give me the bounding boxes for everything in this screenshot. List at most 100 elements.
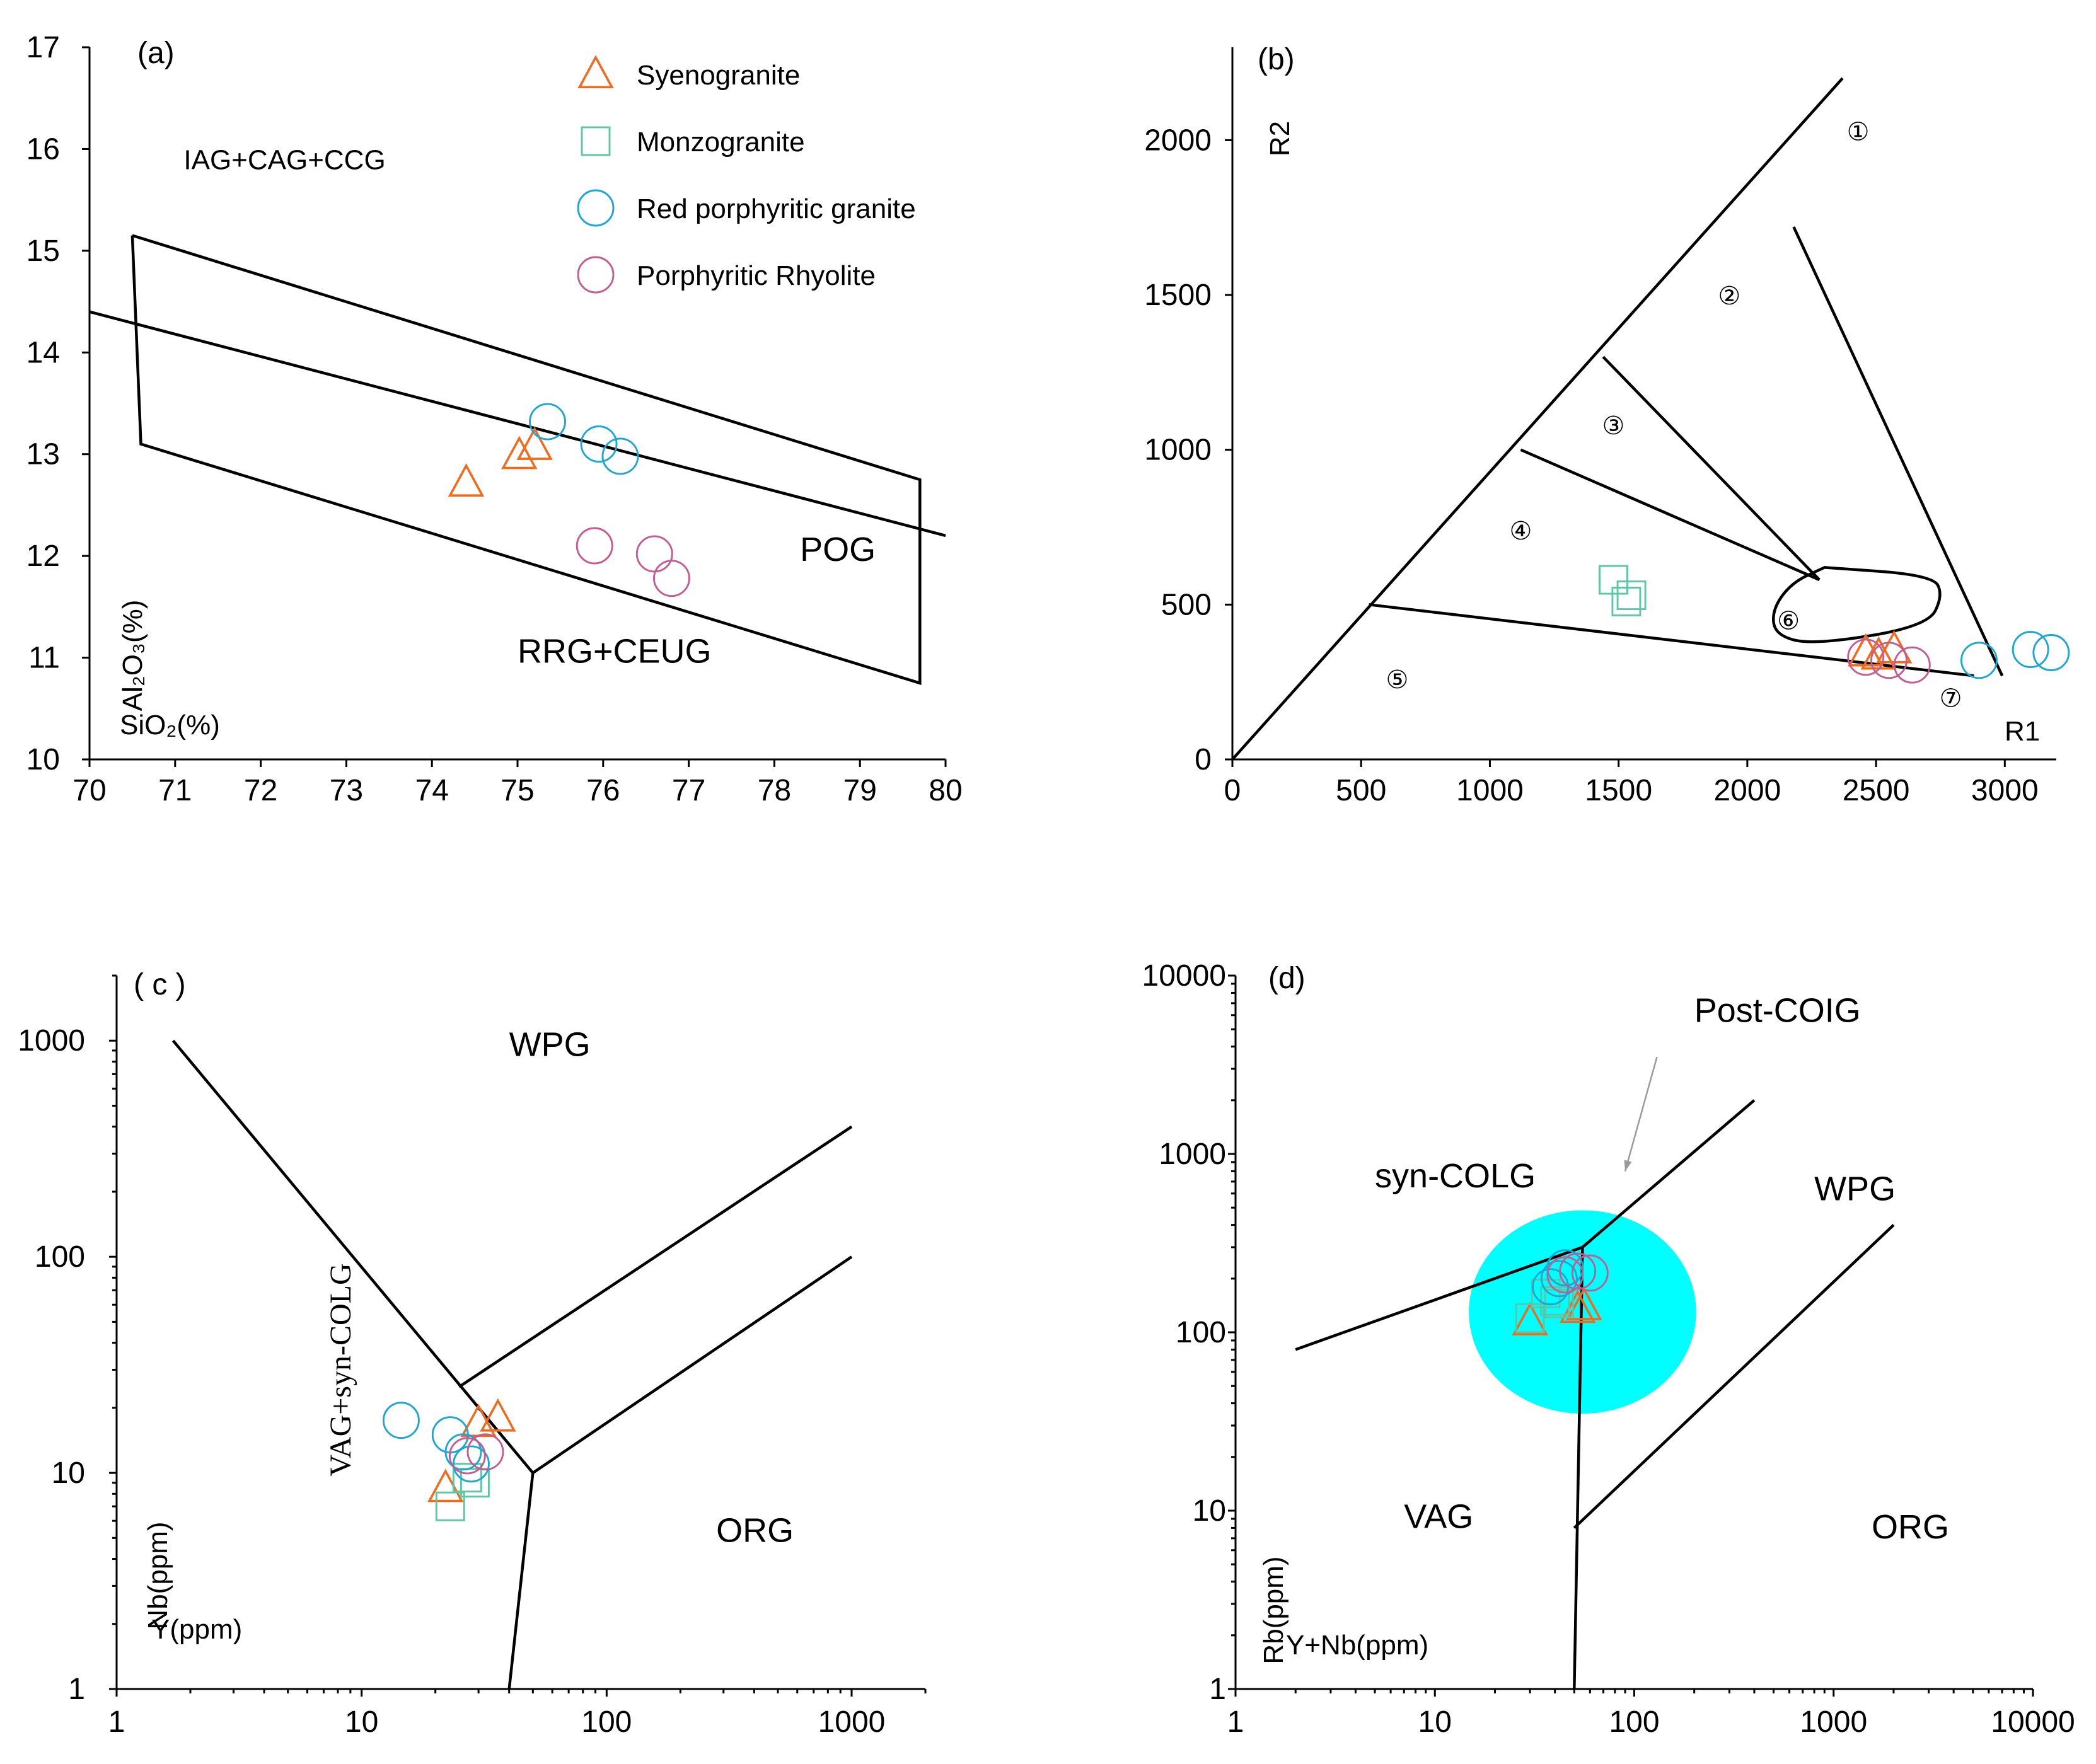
field-boundary	[507, 1472, 535, 1690]
monzogranite-marker	[1599, 565, 1628, 595]
red_porphyritic-marker	[1960, 642, 1998, 679]
y-tick-label: 10	[26, 743, 60, 776]
panel-b: 0 500 1000 1500 2000 2500 3000 0 500 1000 1500 2000…	[1144, 43, 2070, 807]
x-tick-label: 76	[586, 774, 620, 807]
y-tick-label: 100	[1176, 1316, 1226, 1349]
panel-d: 1 10 100 1000 10000 1 10 100 1000 10000 (d) Y+Nb(pp…	[1142, 959, 2075, 1739]
field-boundary	[532, 1255, 853, 1474]
x-tick-label: 1000	[1800, 1705, 1867, 1739]
field-label: ④	[1510, 517, 1532, 545]
field-label: RRG+CEUG	[518, 633, 712, 671]
legend-syenogranite-label: Syenogranite	[637, 60, 800, 91]
field-boundary	[89, 310, 946, 538]
x-tick-label: 2500	[1843, 774, 1910, 807]
field-label: syn-COLG	[1375, 1157, 1536, 1195]
field-boundary	[458, 1125, 853, 1388]
monzogranite-marker	[1616, 580, 1647, 611]
x-tick-label: 78	[758, 774, 791, 807]
x-tick-label: 2000	[1713, 774, 1781, 807]
field-label: VAG	[1404, 1497, 1473, 1535]
field-label: ②	[1718, 282, 1740, 310]
x-tick-label: 1500	[1585, 774, 1652, 807]
field-boundary	[1520, 448, 1821, 582]
legend-monzogranite-marker	[581, 126, 611, 156]
legend-syenogranite-marker	[577, 55, 614, 89]
porphyritic_rhyolite-marker	[466, 1433, 504, 1471]
field-label: WPG	[509, 1025, 591, 1063]
red_porphyritic-marker	[382, 1402, 420, 1439]
field-boundary	[171, 1039, 535, 1474]
red_porphyritic-marker	[601, 437, 639, 475]
syenogranite-marker	[480, 1398, 516, 1432]
panel-c: 1 10 100 1000 1 10 100 1000 ( c ) Y(ppm)Nb(ppm) WP…	[18, 968, 927, 1739]
y-tick-label: 1000	[18, 1024, 85, 1058]
y-axis-title: Al₂O₃(%)	[117, 600, 148, 712]
syenogranite-marker	[516, 427, 553, 460]
legend-porphyritic_rhyolite-label: Porphyritic Rhyolite	[637, 260, 876, 291]
x-tick-label: 73	[330, 774, 363, 807]
porphyritic_rhyolite-marker	[652, 560, 690, 597]
field-boundary	[1231, 77, 1844, 761]
x-tick-label: 10000	[1991, 1705, 2075, 1739]
y-tick-label: 13	[26, 438, 60, 471]
y-tick-label: 2000	[1144, 124, 1212, 157]
x-axis-title: SiO₂(%)	[120, 710, 220, 741]
y-tick-label: 1000	[1159, 1138, 1226, 1171]
x-tick-label: 100	[581, 1705, 632, 1739]
porphyritic_rhyolite-marker	[635, 535, 673, 573]
red_porphyritic-marker	[529, 403, 566, 441]
x-tick-label: 10	[1418, 1705, 1452, 1739]
field-6-outline	[1772, 566, 1942, 643]
field-label: WPG	[1814, 1170, 1896, 1208]
field-label: Post-COIG	[1694, 991, 1861, 1029]
x-tick-label: 70	[72, 774, 106, 807]
y-tick-label: 10	[1193, 1494, 1226, 1528]
x-tick-label: 0	[1224, 774, 1241, 807]
field-label: ⑤	[1386, 666, 1408, 694]
red_porphyritic-marker	[444, 1433, 482, 1471]
red_porphyritic-marker	[580, 425, 618, 463]
field-boundary	[1792, 226, 2004, 677]
x-tick-label: 71	[158, 774, 192, 807]
legend-red_porphyritic-marker	[577, 189, 615, 227]
panel-a: 70 71 72 73 74 75 76 77 78 79 80 10 11 12 13 14 15 16 17 (a…	[26, 31, 963, 807]
y-tick-label: 11	[28, 642, 60, 675]
y-tick-label: 500	[1161, 588, 1212, 621]
y-tick-label: 0	[1195, 743, 1212, 776]
y-tick-label: 10	[52, 1456, 85, 1490]
y-tick-label: 16	[26, 132, 60, 166]
pointer-arrow-line	[1624, 1056, 1658, 1172]
x-tick-label: 3000	[1971, 774, 2039, 807]
y-tick-label: 100	[35, 1240, 85, 1274]
legend-monzogranite-label: Monzogranite	[637, 127, 805, 158]
y-tick-label: 15	[26, 234, 60, 268]
y-tick-label: 14	[26, 336, 60, 369]
y-tick-label: 1000	[1144, 434, 1212, 467]
syenogranite-marker	[1566, 1286, 1602, 1320]
legend-porphyritic_rhyolite-marker	[577, 256, 615, 294]
y-tick-label: 1500	[1144, 279, 1212, 312]
field-label: IAG+CAG+CCG	[183, 145, 385, 176]
porphyritic_rhyolite-marker	[1893, 646, 1931, 684]
porphyritic_rhyolite-marker	[1870, 642, 1908, 679]
porphyritic_rhyolite-marker	[448, 1437, 486, 1475]
monzogranite-marker	[1515, 1303, 1545, 1334]
porphyritic_rhyolite-marker	[576, 527, 613, 565]
x-tick-label: 1	[108, 1705, 125, 1739]
field-label: ORG	[1872, 1508, 1949, 1546]
monzogranite-marker	[460, 1468, 490, 1498]
x-tick-label: 79	[843, 774, 877, 807]
red_porphyritic-marker	[453, 1445, 490, 1483]
syenogranite-marker	[501, 435, 538, 470]
monzogranite-marker	[435, 1491, 465, 1521]
y-tick-label: 1	[68, 1673, 85, 1706]
x-tick-label: 75	[501, 774, 534, 807]
field-label: ③	[1602, 412, 1625, 440]
red_porphyritic-marker	[2012, 631, 2049, 669]
x-axis-title: Y(ppm)	[151, 1614, 242, 1645]
porphyritic_rhyolite-marker	[1847, 638, 1885, 676]
red_porphyritic-marker	[1546, 1249, 1584, 1287]
field-label: ⑦	[1940, 684, 1962, 712]
field-boundary	[1573, 1223, 1895, 1530]
